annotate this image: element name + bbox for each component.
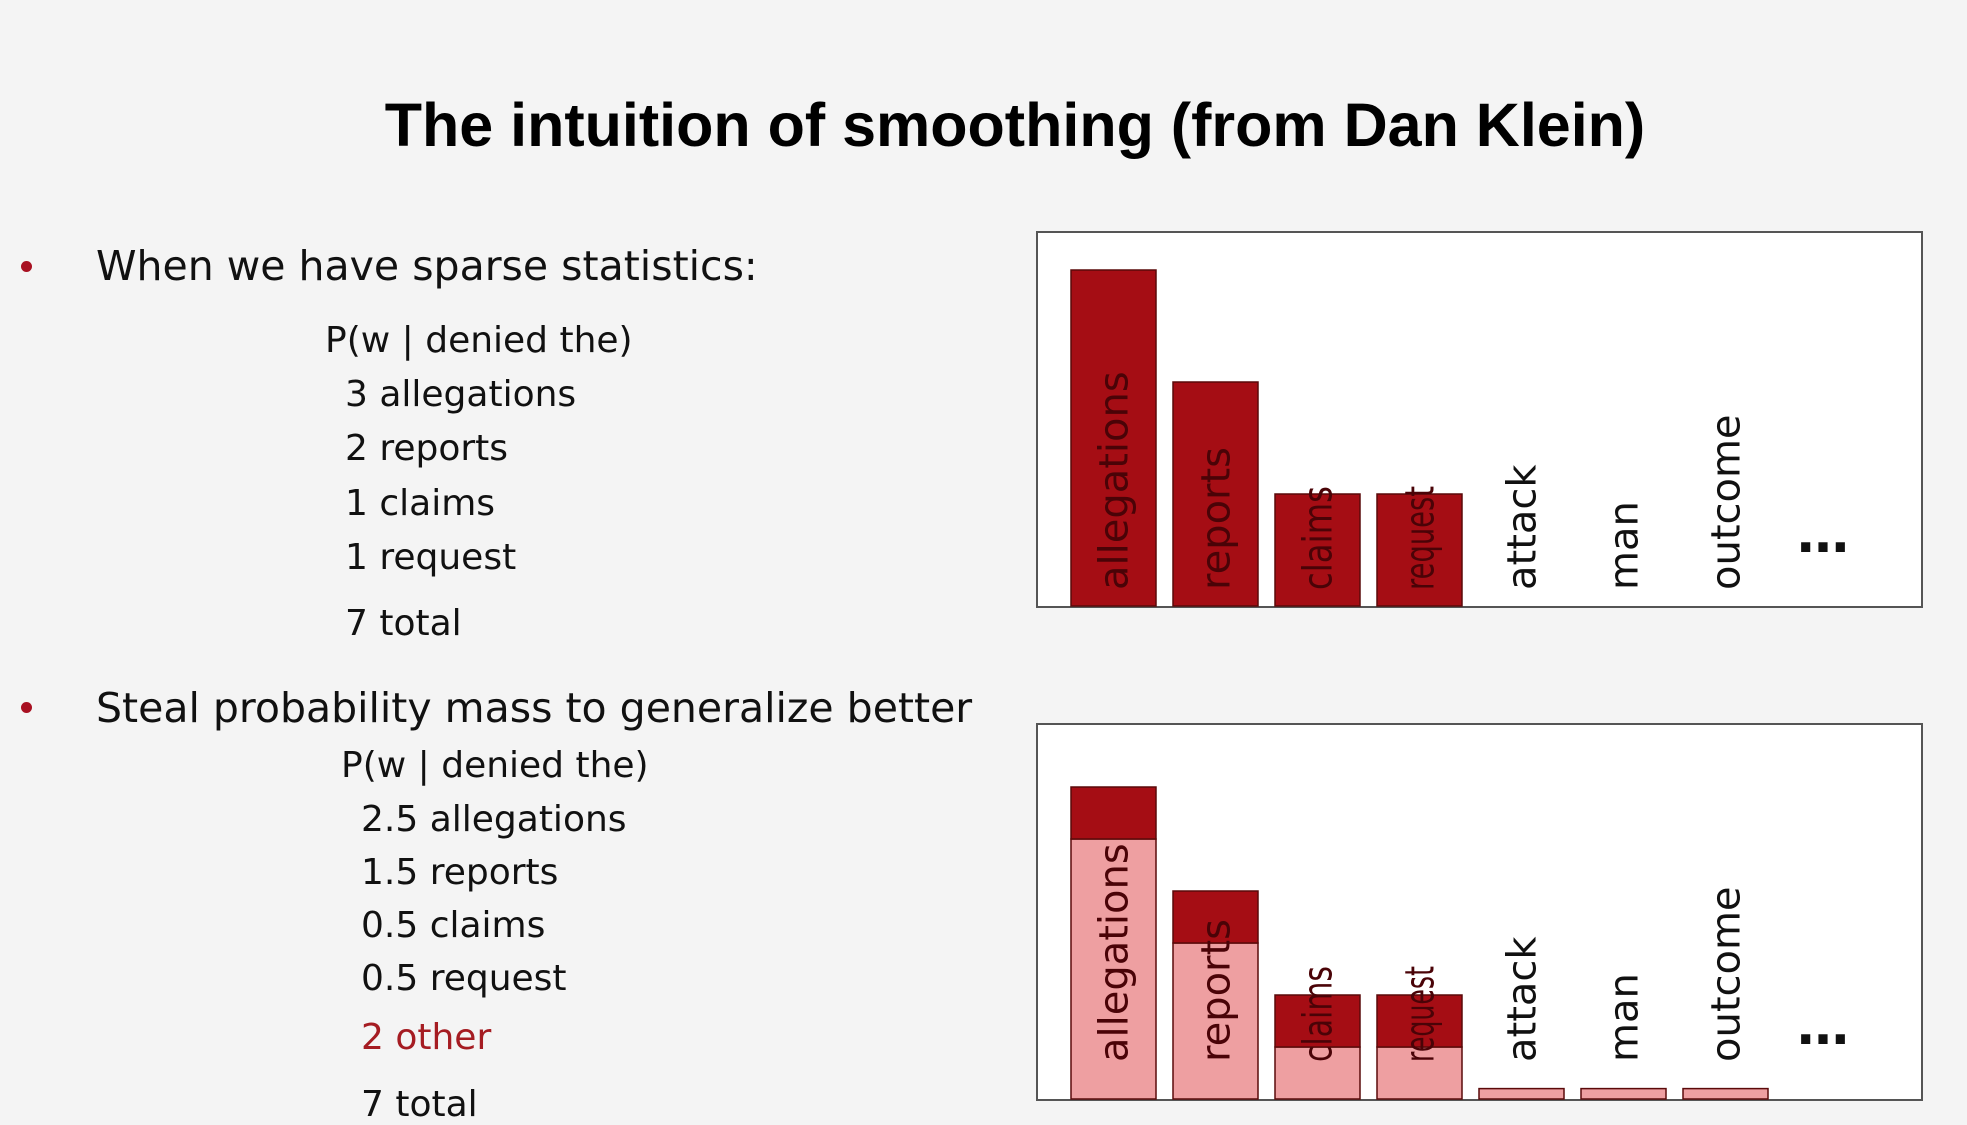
bullet-2-line-3: 1.5 reports	[361, 852, 559, 893]
slide-title: The intuition of smoothing (from Dan Kle…	[384, 91, 1646, 159]
chart-1-label-request: request	[1398, 486, 1444, 590]
bullet-dot-2	[21, 702, 32, 713]
chart-2-bar-attack-seg-1	[1478, 1087, 1565, 1100]
bullet-1-line-5: 1 request	[345, 537, 517, 578]
chart-2-label-reports: reports	[1194, 919, 1240, 1062]
bullet-2-line-6: 2 other	[361, 1017, 492, 1058]
bullet-1-line-4: 1 claims	[345, 483, 496, 524]
bullet-2-line-1: P(w | denied the)	[341, 745, 649, 786]
chart-2-bar-outcome-seg-1	[1682, 1087, 1769, 1100]
chart-2-bar-allegations-seg-2	[1070, 786, 1157, 840]
bullet-2-text: Steal probability mass to generalize bet…	[96, 684, 973, 732]
bullet-2-line-5: 0.5 request	[361, 958, 567, 999]
bullet-2-line-2: 2.5 allegations	[361, 799, 627, 840]
chart-1-bar-request	[1376, 493, 1463, 607]
chart-2-bar-allegations-seg-1	[1070, 838, 1157, 1100]
chart-1-label-reports: reports	[1194, 447, 1240, 590]
chart-1-bar-reports	[1172, 381, 1259, 607]
bullet-1-line-2: 3 allegations	[345, 374, 577, 415]
chart-2-bar-request-seg-1	[1376, 1046, 1463, 1100]
chart-2-bar-claims-seg-1	[1274, 1046, 1361, 1100]
bullet-1-line-6: 7 total	[345, 603, 462, 644]
bullet-2-line-7: 7 total	[361, 1084, 478, 1125]
chart-1-label-allegations: allegations	[1092, 371, 1138, 590]
chart-1-label-man: man	[1602, 501, 1648, 590]
bullet-1-line-3: 2 reports	[345, 428, 509, 469]
chart-1-bar-claims	[1274, 493, 1361, 607]
chart-2-bar-man-seg-1	[1580, 1087, 1667, 1100]
chart-2-bar-request-seg-2	[1376, 994, 1463, 1048]
chart-1-label-attack: attack	[1500, 464, 1546, 590]
bullet-1-line-1: P(w | denied the)	[325, 320, 633, 361]
chart-2-label-attack: attack	[1500, 936, 1546, 1062]
chart-1-label-outcome: outcome	[1704, 414, 1750, 590]
chart-2-label-man: man	[1602, 973, 1648, 1062]
chart-2-label-outcome: outcome	[1704, 886, 1750, 1062]
chart-2-ellipsis: …	[1797, 997, 1849, 1057]
chart-2-bar-claims-seg-2	[1274, 994, 1361, 1048]
chart-1-ellipsis: …	[1797, 505, 1849, 565]
chart-2-bar-reports-seg-1	[1172, 942, 1259, 1100]
chart-1-label-claims: claims	[1296, 486, 1342, 590]
bullet-1-text: When we have sparse statistics:	[96, 242, 758, 290]
chart-2-label-request: request	[1398, 966, 1444, 1062]
bullet-2-line-4: 0.5 claims	[361, 905, 546, 946]
chart-1-bar-allegations	[1070, 269, 1157, 607]
chart-2-bar-reports-seg-2	[1172, 890, 1259, 944]
chart-2-label-claims: claims	[1296, 966, 1342, 1062]
chart-2-label-allegations: allegations	[1092, 843, 1138, 1062]
bullet-dot-1	[21, 261, 32, 272]
